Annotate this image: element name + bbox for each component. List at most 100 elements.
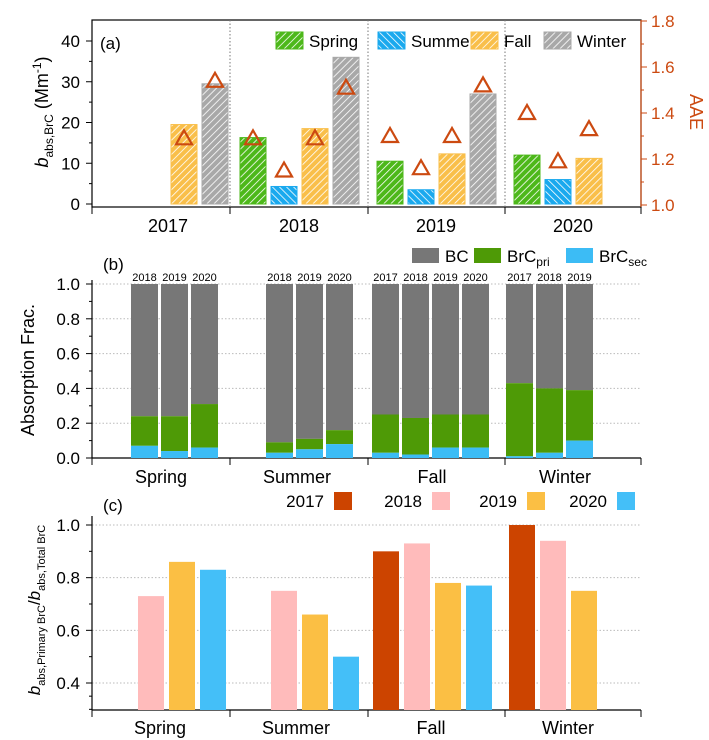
panel-a-y2-label: AAE bbox=[686, 94, 706, 130]
panel-a-bar-spring bbox=[239, 137, 267, 205]
panel-b-label: (b) bbox=[103, 255, 124, 274]
panel-a-bar-spring bbox=[376, 160, 404, 205]
panel-a-y2tick-label: 1.4 bbox=[651, 104, 675, 123]
panel-b-bar-brc-pri bbox=[566, 390, 593, 441]
panel-a-aae-marker bbox=[411, 157, 431, 176]
panel-c-bar-2019 bbox=[302, 614, 328, 710]
panel-c-xtick-label: Summer bbox=[262, 718, 330, 738]
panel-c-bar-2018 bbox=[404, 543, 430, 710]
panel-a-legend-swatch bbox=[377, 31, 406, 50]
panel-b-bar-brc-sec bbox=[191, 447, 218, 458]
panel-b-ytick-label: 0.2 bbox=[56, 414, 80, 433]
panel-a-xtick-label: 2018 bbox=[279, 216, 319, 236]
panel-a-aae-marker bbox=[243, 128, 263, 146]
panel-b-bar-brc-sec bbox=[506, 456, 533, 458]
panel-c-bar-2018 bbox=[540, 540, 566, 710]
panel-a-bar-fall bbox=[170, 124, 198, 205]
panel-c-ytick-label: 0.6 bbox=[56, 621, 80, 640]
panel-a-aae-marker bbox=[517, 102, 537, 121]
panel-a-xtick-label: 2020 bbox=[553, 216, 593, 236]
panel-b-bar-year-label: 2019 bbox=[162, 272, 186, 284]
panel-b-bar-bc bbox=[506, 284, 533, 384]
panel-b-bar-brc-pri bbox=[372, 414, 399, 453]
panel-c-ytick-label: 0.4 bbox=[56, 674, 80, 693]
panel-b-bar-bc bbox=[266, 284, 293, 443]
panel-b-bar-brc-sec bbox=[432, 447, 459, 458]
panel-c-legend-label: 2019 bbox=[479, 492, 517, 511]
panel-b-bar-brc-pri bbox=[432, 414, 459, 448]
panel-b-legend-label: BC bbox=[445, 247, 469, 266]
panel-b-bar-brc-pri bbox=[462, 414, 489, 448]
panel-a-bar-spring bbox=[513, 154, 541, 205]
panel-b-bar-brc-sec bbox=[462, 447, 489, 458]
panel-b-bar-bc bbox=[161, 284, 188, 417]
panel-b-bar-brc-sec bbox=[372, 452, 399, 458]
panel-a-aae-marker bbox=[205, 70, 225, 88]
panel-c-legend-swatch bbox=[527, 492, 545, 510]
panel-c-xtick-label: Spring bbox=[134, 718, 186, 738]
panel-a-aae-marker bbox=[442, 125, 462, 144]
panel-b-legend-label: BrCpri bbox=[507, 247, 550, 269]
panel-b-bar-bc bbox=[402, 284, 429, 418]
panel-b-bar-brc-pri bbox=[506, 383, 533, 457]
panel-b-bar-year-label: 2019 bbox=[297, 272, 321, 284]
panel-b-bar-brc-sec bbox=[131, 445, 158, 458]
panel-a-bar-fall bbox=[575, 157, 603, 205]
panel-a-bar-fall bbox=[301, 128, 329, 205]
panel-c-legend-label: 2017 bbox=[286, 492, 324, 511]
panel-a-aae-marker bbox=[274, 160, 294, 178]
panel-c-bar-2018 bbox=[271, 590, 297, 710]
panel-a-bar-summer bbox=[270, 185, 298, 205]
panel-b-ytick-label: 0.6 bbox=[56, 345, 80, 364]
panel-b-ytick-label: 1.0 bbox=[56, 275, 80, 294]
panel-a-legend-label: Fall bbox=[504, 32, 531, 51]
panel-b-bar-brc-pri bbox=[536, 388, 563, 453]
panel-a-ytick-label: 10 bbox=[61, 154, 80, 173]
panel-b-bar-brc-sec bbox=[161, 451, 188, 458]
panel-c-bar-2020 bbox=[200, 569, 226, 710]
panel-c-legend-swatch bbox=[432, 492, 450, 510]
panel-b-bar-brc-pri bbox=[266, 442, 293, 453]
panel-c-y-label: babs,Primary BrC/babs,Total BrC bbox=[25, 525, 48, 695]
panel-b-ytick-label: 0.4 bbox=[56, 379, 80, 398]
panel-a-y-label: babs,BrC (Mm-1) bbox=[30, 56, 56, 167]
panel-a-y2tick-label: 1.0 bbox=[651, 196, 675, 215]
panel-a-ytick-label: 40 bbox=[61, 32, 80, 51]
panel-b-bar-year-label: 2019 bbox=[567, 272, 591, 284]
panel-c-ytick-label: 0.8 bbox=[56, 569, 80, 588]
panel-a-aae-marker bbox=[380, 125, 400, 144]
panel-a-y2tick-label: 1.6 bbox=[651, 58, 675, 77]
panel-a-y2tick-label: 1.8 bbox=[651, 12, 675, 31]
panel-b-bar-brc-pri bbox=[131, 416, 158, 446]
panel-a-aae-marker bbox=[548, 151, 568, 169]
panel-a-legend-label: Summer bbox=[411, 32, 476, 51]
panel-c-bar-2019 bbox=[435, 582, 461, 710]
panel-b-bar-bc bbox=[372, 284, 399, 415]
panel-a-legend-swatch bbox=[470, 31, 499, 50]
panel-c-legend-label: 2020 bbox=[569, 492, 607, 511]
panel-a-legend-label: Spring bbox=[309, 32, 358, 51]
panel-b-ytick-label: 0.8 bbox=[56, 310, 80, 329]
panel-a-legend-swatch bbox=[543, 31, 572, 50]
panel-b-bar-brc-sec bbox=[536, 452, 563, 458]
panel-b-bar-year-label: 2020 bbox=[327, 272, 351, 284]
panel-b-bar-bc bbox=[191, 284, 218, 405]
panel-b-bar-brc-sec bbox=[402, 454, 429, 458]
panel-c-xtick-label: Fall bbox=[416, 718, 445, 738]
panel-a-aae-marker bbox=[305, 128, 325, 146]
panel-b-bar-bc bbox=[566, 284, 593, 391]
panel-b-bar-bc bbox=[432, 284, 459, 415]
panel-c-ytick-label: 1.0 bbox=[56, 516, 80, 535]
panel-a-xtick-label: 2019 bbox=[416, 216, 456, 236]
panel-c-bar-2017 bbox=[509, 525, 535, 710]
panel-b-bar-year-label: 2018 bbox=[403, 272, 427, 284]
panel-a-bar-summer bbox=[544, 179, 572, 205]
panel-c-label: (c) bbox=[103, 496, 123, 515]
panel-b-bar-year-label: 2018 bbox=[267, 272, 291, 284]
panel-b-bar-bc bbox=[326, 284, 353, 431]
panel-a-legend-swatch bbox=[275, 31, 304, 50]
panel-a-bar-summer bbox=[407, 189, 435, 205]
panel-b-xtick-label: Summer bbox=[263, 467, 331, 487]
panel-c-bar-2018 bbox=[138, 596, 164, 710]
